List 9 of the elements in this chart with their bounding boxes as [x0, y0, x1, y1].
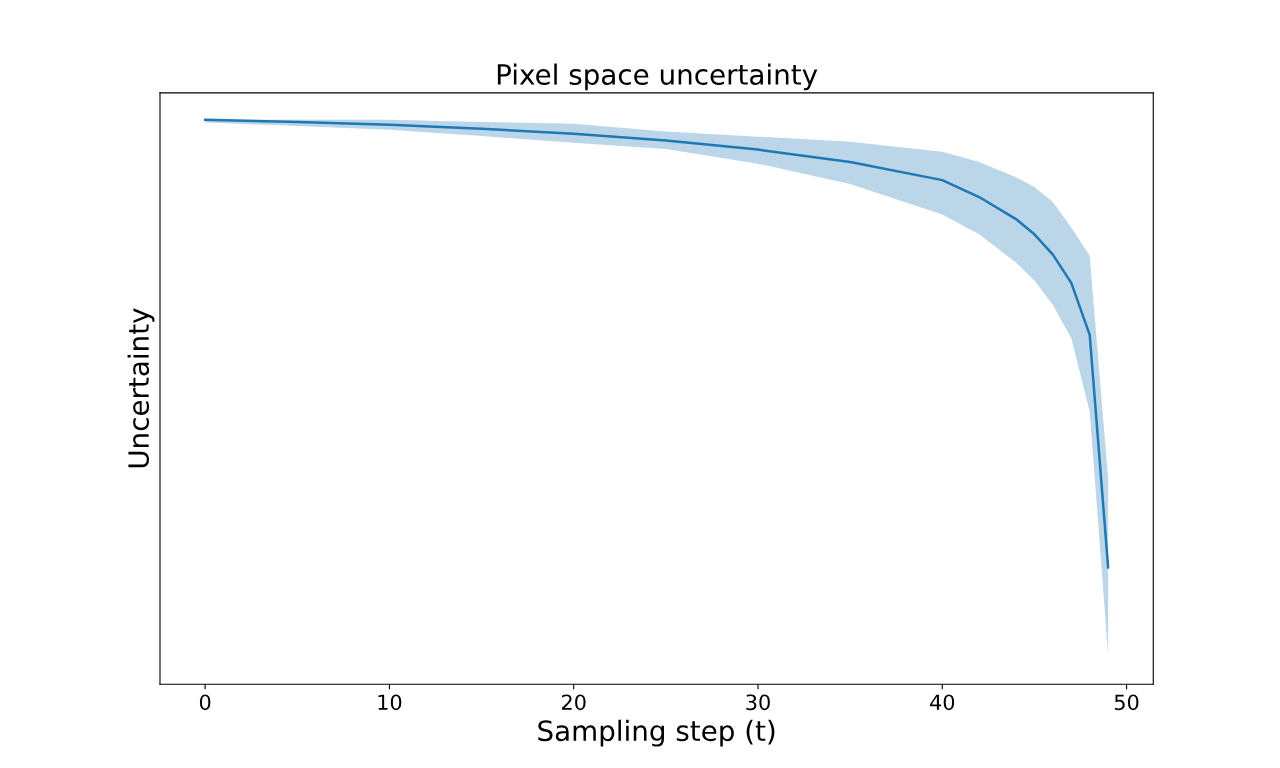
- x-tick-label: 20: [561, 694, 586, 711]
- x-tick-label: 0: [199, 694, 211, 711]
- chart-title: Pixel space uncertainty: [497, 63, 818, 91]
- x-axis-title: Sampling step (t): [538, 719, 775, 747]
- y-axis-title: Uncertainty: [127, 308, 155, 468]
- x-tick-label: 10: [378, 694, 402, 711]
- x-tick-label: 50: [1114, 694, 1139, 711]
- x-tick-label: 40: [930, 694, 955, 711]
- x-tick-label: 30: [746, 694, 770, 711]
